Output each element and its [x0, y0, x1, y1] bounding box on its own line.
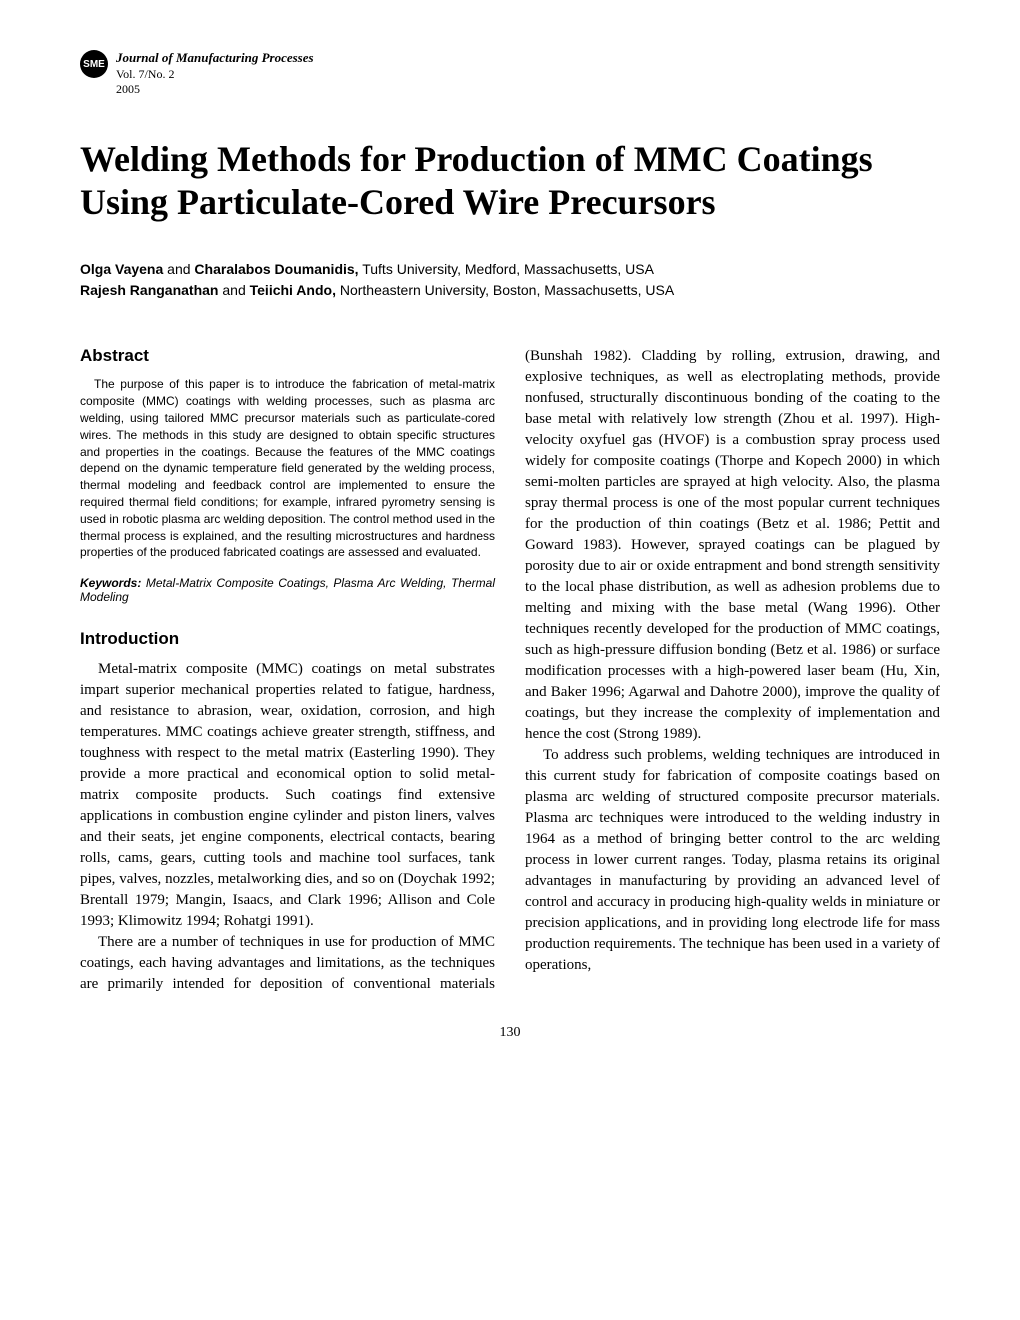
- abstract-text: The purpose of this paper is to introduc…: [80, 376, 495, 561]
- author-name: Charalabos Doumanidis,: [194, 261, 358, 277]
- author-name: Teiichi Ando,: [250, 282, 336, 298]
- author-conj: and: [218, 282, 249, 298]
- author-name: Olga Vayena: [80, 261, 163, 277]
- intro-para-1: Metal-matrix composite (MMC) coatings on…: [80, 659, 495, 932]
- journal-info: Journal of Manufacturing Processes Vol. …: [116, 50, 314, 98]
- author-conj: and: [163, 261, 194, 277]
- author-affiliation: Northeastern University, Boston, Massach…: [336, 282, 674, 298]
- year-info: 2005: [116, 82, 314, 98]
- content-columns: Abstract The purpose of this paper is to…: [80, 346, 940, 995]
- author-name: Rajesh Ranganathan: [80, 282, 218, 298]
- intro-para-3: To address such problems, welding techni…: [525, 745, 940, 976]
- author-line-1: Olga Vayena and Charalabos Doumanidis, T…: [80, 259, 940, 280]
- author-line-2: Rajesh Ranganathan and Teiichi Ando, Nor…: [80, 280, 940, 301]
- abstract-heading: Abstract: [80, 346, 495, 366]
- journal-header: SME Journal of Manufacturing Processes V…: [80, 50, 940, 98]
- page-number: 130: [80, 1025, 940, 1041]
- keywords-label: Keywords:: [80, 576, 141, 590]
- authors-block: Olga Vayena and Charalabos Doumanidis, T…: [80, 259, 940, 301]
- introduction-heading: Introduction: [80, 629, 495, 649]
- sme-logo: SME: [80, 50, 108, 78]
- journal-name: Journal of Manufacturing Processes: [116, 50, 314, 67]
- keywords-text: Metal-Matrix Composite Coatings, Plasma …: [80, 576, 495, 604]
- keywords: Keywords: Metal-Matrix Composite Coating…: [80, 576, 495, 604]
- author-affiliation: Tufts University, Medford, Massachusetts…: [359, 261, 654, 277]
- volume-info: Vol. 7/No. 2: [116, 67, 314, 83]
- article-title: Welding Methods for Production of MMC Co…: [80, 138, 940, 224]
